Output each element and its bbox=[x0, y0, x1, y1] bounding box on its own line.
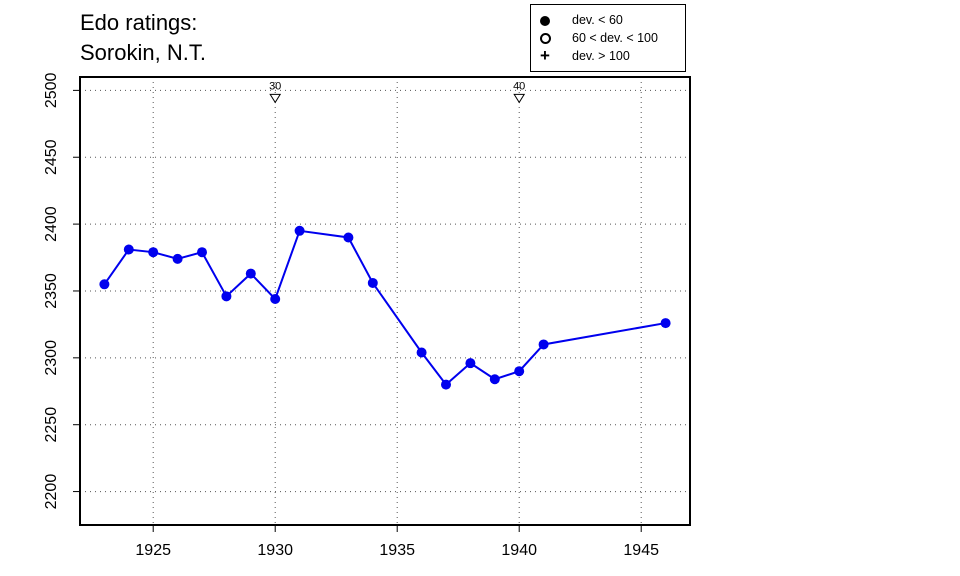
data-point bbox=[514, 366, 525, 377]
data-point bbox=[538, 339, 549, 350]
data-point bbox=[465, 358, 476, 369]
y-tick-label: 2450 bbox=[43, 139, 60, 175]
filled-circle-icon bbox=[538, 11, 552, 29]
open-circle-icon bbox=[538, 29, 552, 47]
x-tick-label: 1925 bbox=[135, 542, 171, 559]
x-tick-label: 1940 bbox=[501, 542, 537, 559]
y-tick-label: 2200 bbox=[43, 474, 60, 510]
data-point bbox=[441, 379, 451, 390]
legend-label: 60 < dev. < 100 bbox=[572, 31, 658, 45]
chart-title: Edo ratings: Sorokin, N.T. bbox=[80, 8, 206, 68]
legend: dev. < 60 60 < dev. < 100 + dev. > 100 bbox=[530, 4, 686, 72]
y-tick-label: 2250 bbox=[43, 407, 60, 443]
series-line bbox=[103, 229, 666, 387]
annotation-label: 30 bbox=[269, 80, 281, 92]
data-point bbox=[343, 232, 354, 243]
y-tick-label: 2350 bbox=[43, 273, 60, 309]
x-tick-label: 1930 bbox=[257, 542, 293, 559]
title-line-1: Edo ratings: bbox=[80, 10, 198, 35]
data-point bbox=[367, 277, 378, 288]
annotation-marker bbox=[513, 93, 526, 104]
data-point bbox=[416, 347, 427, 358]
annotation-marker bbox=[269, 93, 282, 104]
data-point bbox=[245, 268, 256, 279]
plot-frame bbox=[79, 76, 691, 526]
y-tick-label: 2500 bbox=[43, 72, 60, 108]
y-tick-label: 2300 bbox=[43, 340, 60, 376]
plus-icon: + bbox=[540, 46, 550, 65]
legend-label: dev. < 60 bbox=[572, 13, 623, 27]
data-point bbox=[270, 293, 281, 304]
data-point bbox=[660, 318, 671, 329]
data-point bbox=[123, 244, 134, 255]
data-point bbox=[489, 374, 500, 385]
data-point bbox=[197, 247, 207, 258]
y-tick-label: 2400 bbox=[43, 206, 60, 242]
data-point bbox=[148, 247, 159, 258]
data-point bbox=[99, 279, 110, 290]
x-tick-label: 1945 bbox=[623, 542, 659, 559]
annotation-label: 40 bbox=[513, 80, 525, 92]
title-line-2: Sorokin, N.T. bbox=[80, 40, 206, 65]
x-tick-label: 1935 bbox=[379, 542, 415, 559]
data-point bbox=[172, 253, 183, 264]
legend-label: dev. > 100 bbox=[572, 49, 630, 63]
data-point bbox=[221, 291, 232, 302]
data-point bbox=[294, 225, 305, 236]
